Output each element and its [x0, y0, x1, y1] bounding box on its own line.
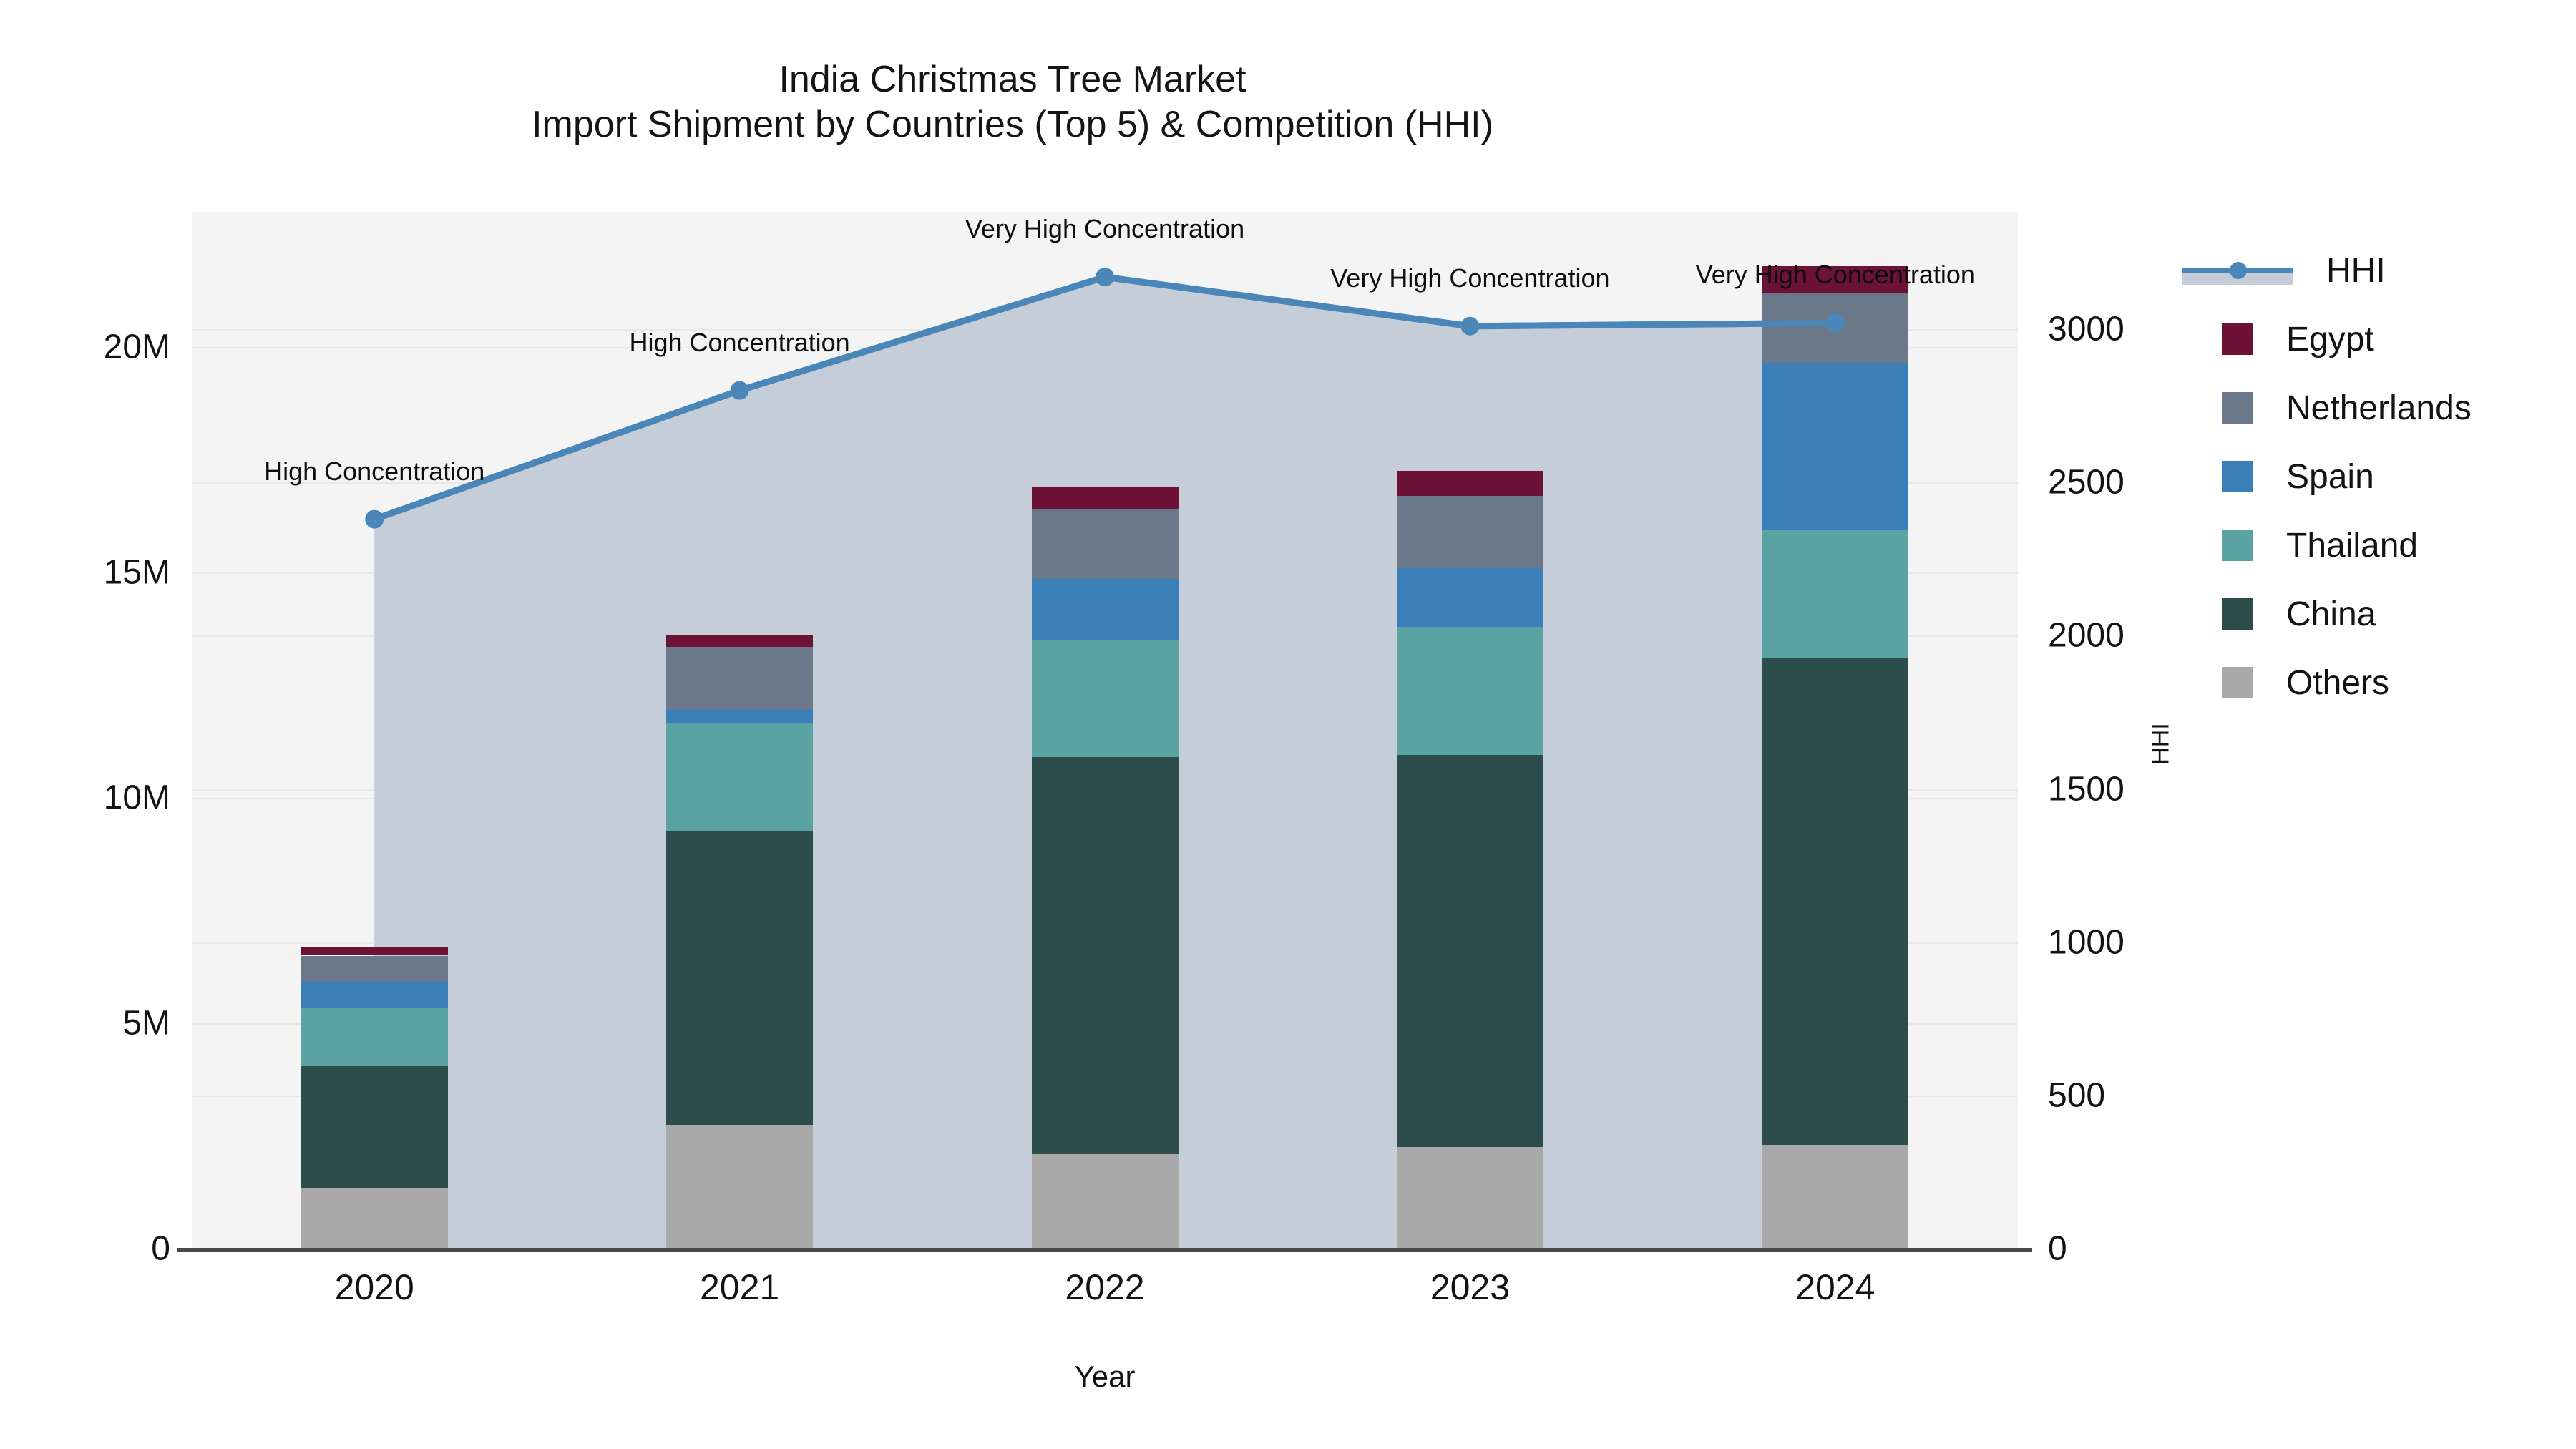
- legend-item-egypt[interactable]: Egypt: [2222, 305, 2565, 374]
- bar-segment-spain-2022[interactable]: [1031, 579, 1179, 640]
- annotation-2020: High Concentration: [264, 456, 485, 486]
- y-axis-right-tick-1500: 1500: [2048, 770, 2124, 808]
- y-axis-right-tick-2000: 2000: [2048, 616, 2124, 655]
- bar-segment-thailand-2023[interactable]: [1396, 626, 1543, 756]
- bar-segment-netherlands-2020[interactable]: [301, 955, 448, 983]
- y-axis-left: 0 5M 10M 15M 20M: [0, 0, 192, 1449]
- x-axis-ticks: 2020 2021 2022 2023 2024: [192, 1267, 2018, 1324]
- y-axis-left-tick-15M: 15M: [103, 553, 170, 592]
- y-axis-left-tick-10M: 10M: [103, 779, 170, 817]
- bar-segment-thailand-2024[interactable]: [1762, 530, 1909, 658]
- legend-label-others: Others: [2286, 663, 2390, 702]
- legend-item-china[interactable]: China: [2222, 580, 2565, 648]
- legend-line-swatch-icon: [2182, 255, 2293, 286]
- legend-swatch-spain: [2222, 461, 2253, 492]
- legend-swatch-egypt: [2222, 323, 2253, 355]
- legend-line-dot-icon: [2230, 262, 2247, 279]
- bar-segment-china-2020[interactable]: [301, 1065, 448, 1188]
- bar-segment-spain-2023[interactable]: [1396, 567, 1543, 627]
- annotation-2022: Very High Concentration: [965, 214, 1245, 244]
- legend-item-others[interactable]: Others: [2222, 648, 2565, 717]
- bar-segment-spain-2021[interactable]: [666, 710, 814, 724]
- y-axis-right-tick-1000: 1000: [2048, 923, 2124, 962]
- x-axis-tick-2020: 2020: [334, 1267, 414, 1307]
- y-axis-right-title: HHI: [2147, 723, 2175, 765]
- annotation-2024: Very High Concentration: [1695, 260, 1975, 290]
- y-axis-right-tick-0: 0: [2048, 1229, 2067, 1268]
- legend-swatch-thailand: [2222, 530, 2253, 561]
- bar-segment-netherlands-2023[interactable]: [1396, 495, 1543, 568]
- x-axis-title: Year: [1074, 1360, 1136, 1393]
- legend-item-thailand[interactable]: Thailand: [2222, 511, 2565, 580]
- y-axis-left-tick-0: 0: [151, 1229, 170, 1268]
- legend-label-egypt: Egypt: [2286, 320, 2374, 358]
- bar-segment-others-2023[interactable]: [1396, 1147, 1543, 1249]
- x-axis-tick-2022: 2022: [1065, 1267, 1145, 1307]
- y-axis-right-tick-2500: 2500: [2048, 463, 2124, 502]
- bar-segment-china-2023[interactable]: [1396, 755, 1543, 1148]
- bar-segment-egypt-2023[interactable]: [1396, 471, 1543, 496]
- bar-segment-thailand-2020[interactable]: [301, 1007, 448, 1066]
- bar-segment-netherlands-2022[interactable]: [1031, 509, 1179, 580]
- y-axis-left-tick-5M: 5M: [122, 1004, 170, 1043]
- x-axis-line: [177, 1248, 2032, 1252]
- legend-swatch-china: [2222, 598, 2253, 630]
- bar-segment-spain-2020[interactable]: [301, 982, 448, 1008]
- page-title: India Christmas Tree Market Import Shipm…: [532, 59, 1493, 146]
- y-axis-left-tick-20M: 20M: [103, 328, 170, 366]
- bar-segment-netherlands-2021[interactable]: [666, 646, 814, 711]
- bar-segment-others-2021[interactable]: [666, 1124, 814, 1249]
- bar-segment-china-2021[interactable]: [666, 831, 814, 1125]
- annotation-2023: Very High Concentration: [1330, 263, 1610, 293]
- annotation-2021: High Concentration: [629, 327, 850, 357]
- bar-segment-others-2020[interactable]: [301, 1187, 448, 1249]
- plot-inner: High Concentration High Concentration Very…: [192, 212, 2018, 1250]
- legend-item-hhi[interactable]: HHI: [2182, 236, 2565, 305]
- legend-label-thailand: Thailand: [2286, 526, 2419, 565]
- x-axis-tick-2023: 2023: [1430, 1267, 1511, 1307]
- bar-segment-egypt-2022[interactable]: [1031, 487, 1179, 509]
- legend-item-netherlands[interactable]: Netherlands: [2222, 374, 2565, 442]
- y-axis-right: 0 500 1000 1500 2000 2500 3000: [2032, 0, 2247, 1449]
- plot-area: High Concentration High Concentration Very…: [192, 212, 2018, 1250]
- bar-segment-china-2022[interactable]: [1031, 757, 1179, 1154]
- x-axis-tick-2024: 2024: [1795, 1267, 1875, 1307]
- legend-label-china: China: [2286, 595, 2376, 633]
- legend-label-netherlands: Netherlands: [2286, 389, 2472, 427]
- bar-segment-egypt-2020[interactable]: [301, 946, 448, 956]
- bar-segment-others-2022[interactable]: [1031, 1153, 1179, 1249]
- legend-item-spain[interactable]: Spain: [2222, 442, 2565, 511]
- bar-segment-egypt-2021[interactable]: [666, 635, 814, 647]
- bar-segment-thailand-2021[interactable]: [666, 723, 814, 832]
- legend-swatch-netherlands: [2222, 392, 2253, 424]
- legend-swatch-others: [2222, 667, 2253, 698]
- x-axis-tick-2021: 2021: [699, 1267, 780, 1307]
- bar-segment-netherlands-2024[interactable]: [1762, 293, 1909, 364]
- legend: HHI Egypt Netherlands Spain Thailand China Oth…: [2182, 236, 2565, 717]
- bar-segment-spain-2024[interactable]: [1762, 363, 1909, 530]
- bar-segment-others-2024[interactable]: [1762, 1145, 1909, 1249]
- legend-label-hhi: HHI: [2326, 251, 2386, 290]
- legend-label-spain: Spain: [2286, 457, 2374, 496]
- y-axis-right-tick-3000: 3000: [2048, 310, 2124, 348]
- y-axis-right-tick-500: 500: [2048, 1076, 2106, 1115]
- bar-segment-china-2024[interactable]: [1762, 658, 1909, 1146]
- bar-segment-thailand-2022[interactable]: [1031, 640, 1179, 758]
